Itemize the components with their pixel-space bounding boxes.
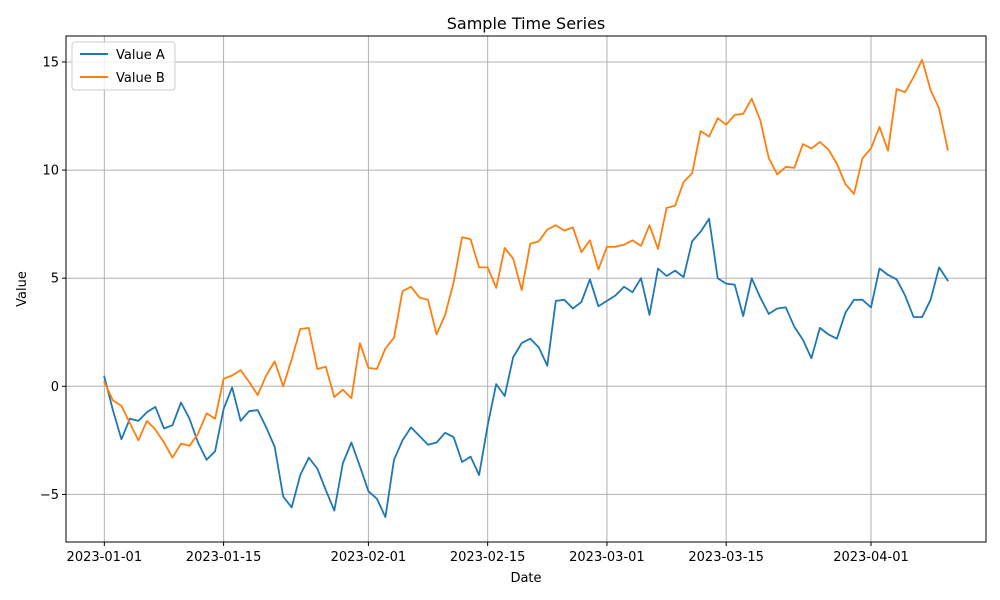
x-tick-label: 2023-03-15 [688, 550, 764, 565]
legend-label-value-a: Value A [116, 48, 165, 63]
y-axis-ticks: −5 0 5 10 15 [40, 55, 66, 503]
series-line-value-b [103, 58, 949, 459]
x-tick-label: 2023-03-01 [569, 550, 645, 565]
legend-label-value-b: Value B [116, 71, 165, 86]
x-tick-label: 2023-02-15 [450, 550, 526, 565]
series-lines [103, 58, 949, 518]
x-axis-ticks: 2023-01-01 2023-01-15 2023-02-01 2023-02-15… [67, 542, 909, 565]
x-tick-label: 2023-01-01 [67, 550, 143, 565]
chart-title: Sample Time Series [447, 14, 606, 33]
x-axis-title: Date [510, 571, 541, 586]
x-tick-label: 2023-02-01 [331, 550, 407, 565]
legend: Value A Value B [71, 41, 176, 91]
series-line-value-a [103, 217, 949, 518]
y-tick-label: 10 [42, 164, 59, 179]
y-tick-label: 15 [42, 55, 59, 70]
y-tick-label: 0 [51, 380, 59, 395]
x-tick-label: 2023-01-15 [186, 550, 262, 565]
x-tick-label: 2023-04-01 [833, 550, 909, 565]
y-tick-label: 5 [51, 272, 59, 287]
grid-lines [66, 36, 986, 542]
y-axis-title: Value [15, 271, 30, 307]
y-tick-label: −5 [40, 488, 59, 503]
plot-area [66, 36, 986, 542]
plot-frame [65, 35, 987, 543]
